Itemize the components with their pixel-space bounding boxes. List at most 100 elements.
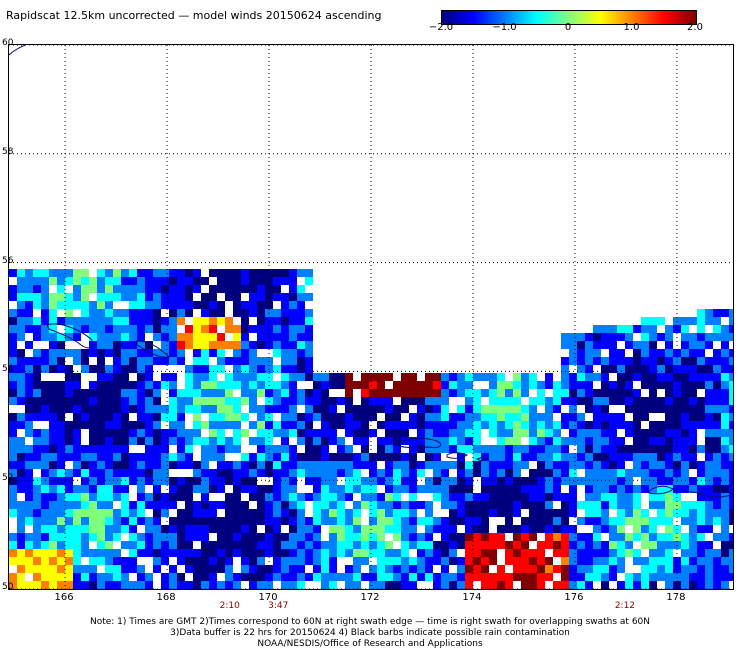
wind-cell: [313, 389, 321, 397]
wind-cell: [217, 285, 225, 293]
wind-cell: [353, 429, 361, 437]
wind-cell: [73, 509, 81, 517]
wind-cell: [241, 501, 249, 509]
wind-cell: [97, 493, 105, 501]
wind-cell: [401, 509, 409, 517]
wind-cell: [209, 317, 217, 325]
wind-cell: [505, 549, 513, 557]
wind-cell: [457, 493, 465, 501]
wind-cell: [233, 277, 241, 285]
wind-cell: [449, 557, 457, 565]
wind-cell: [121, 317, 129, 325]
wind-cell: [561, 549, 569, 557]
wind-cell: [529, 437, 537, 445]
wind-cell: [689, 509, 697, 517]
wind-cell: [385, 549, 393, 557]
wind-cell: [633, 485, 641, 493]
wind-cell: [529, 533, 537, 541]
wind-cell: [161, 333, 169, 341]
wind-cell: [649, 453, 657, 461]
wind-cell: [625, 445, 633, 453]
wind-cell: [81, 493, 89, 501]
wind-cell: [305, 333, 313, 341]
wind-cell: [353, 565, 361, 573]
wind-cell: [297, 517, 305, 525]
wind-cell: [721, 565, 729, 573]
wind-cell: [209, 365, 217, 373]
wind-cell: [289, 317, 297, 325]
wind-cell: [457, 421, 465, 429]
wind-cell: [105, 573, 113, 581]
wind-cell: [257, 445, 265, 453]
wind-cell: [17, 525, 25, 533]
wind-cell: [689, 549, 697, 557]
wind-cell: [233, 381, 241, 389]
wind-cell: [129, 533, 137, 541]
wind-cell: [97, 445, 105, 453]
wind-cell: [713, 389, 721, 397]
wind-cell: [201, 501, 209, 509]
wind-cell: [465, 421, 473, 429]
wind-cell: [129, 277, 137, 285]
wind-cell: [241, 525, 249, 533]
wind-cell: [233, 309, 241, 317]
wind-cell: [505, 541, 513, 549]
wind-cell: [473, 445, 481, 453]
wind-cell: [169, 477, 177, 485]
wind-cell: [497, 581, 505, 589]
wind-cell: [89, 493, 97, 501]
wind-cell: [65, 477, 73, 485]
wind-cell: [361, 373, 369, 381]
wind-cell: [425, 477, 433, 485]
wind-cell: [601, 573, 609, 581]
wind-cell: [177, 517, 185, 525]
wind-cell: [321, 437, 329, 445]
wind-cell: [705, 381, 713, 389]
wind-cell: [721, 525, 729, 533]
wind-cell: [121, 269, 129, 277]
wind-cell: [249, 365, 257, 373]
wind-cell: [25, 381, 33, 389]
wind-cell: [337, 437, 345, 445]
wind-cell: [593, 325, 601, 333]
wind-cell: [441, 565, 449, 573]
wind-cell: [457, 509, 465, 517]
wind-cell: [393, 405, 401, 413]
wind-cell: [49, 469, 57, 477]
wind-cell: [473, 557, 481, 565]
wind-cell: [41, 429, 49, 437]
wind-cell: [521, 421, 529, 429]
wind-cell: [73, 485, 81, 493]
wind-cell: [625, 365, 633, 373]
wind-cell: [505, 477, 513, 485]
wind-cell: [289, 573, 297, 581]
wind-cell: [513, 573, 521, 581]
wind-cell: [225, 541, 233, 549]
wind-cell: [153, 405, 161, 413]
wind-cell: [497, 397, 505, 405]
wind-cell: [561, 413, 569, 421]
wind-cell: [369, 405, 377, 413]
wind-cell: [57, 389, 65, 397]
wind-cell: [569, 533, 577, 541]
wind-cell: [649, 501, 657, 509]
wind-cell: [585, 461, 593, 469]
wind-cell: [257, 581, 265, 589]
wind-cell: [433, 373, 441, 381]
wind-cell: [705, 477, 713, 485]
wind-cell: [625, 325, 633, 333]
wind-cell: [385, 573, 393, 581]
wind-cell: [217, 357, 225, 365]
wind-cell: [441, 389, 449, 397]
wind-cell: [241, 565, 249, 573]
wind-cell: [361, 421, 369, 429]
wind-cell: [337, 485, 345, 493]
wind-cell: [329, 541, 337, 549]
wind-cell: [513, 389, 521, 397]
wind-cell: [57, 381, 65, 389]
wind-cell: [65, 509, 73, 517]
wind-cell: [577, 341, 585, 349]
wind-cell: [649, 445, 657, 453]
wind-cell: [553, 509, 561, 517]
wind-cell: [593, 501, 601, 509]
